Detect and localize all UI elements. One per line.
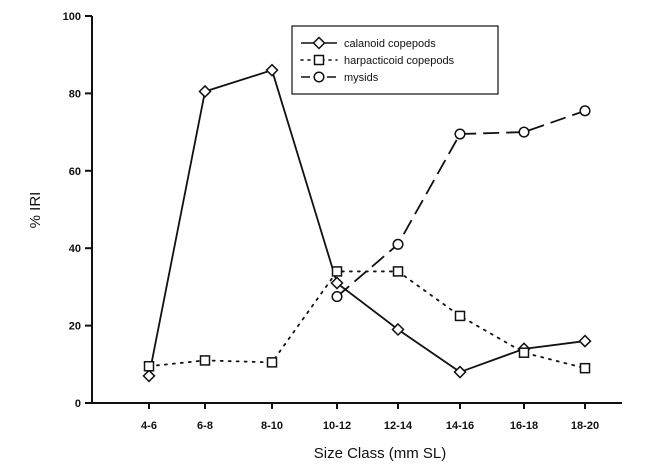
x-tick-label: 4-6 xyxy=(141,420,157,432)
data-point-circle xyxy=(331,291,343,303)
legend-label: harpacticoid copepods xyxy=(344,55,455,67)
legend-marker-circle xyxy=(313,71,325,83)
y-tick-label: 20 xyxy=(69,321,81,333)
legend-marker-square xyxy=(313,54,325,66)
y-tick-label: 60 xyxy=(69,166,81,178)
legend-label: calanoid copepods xyxy=(344,38,436,50)
series-line-1 xyxy=(148,69,586,377)
y-ticks: 0 20 40 60 80 100 xyxy=(63,11,92,410)
x-tick-label: 8-10 xyxy=(261,420,283,432)
y-axis-title: % IRI xyxy=(27,192,44,229)
x-tick-label: 6-8 xyxy=(197,420,213,432)
legend-label: mysids xyxy=(344,72,379,84)
data-point-square xyxy=(392,266,404,277)
data-point-circle xyxy=(518,126,530,138)
data-point-square xyxy=(518,347,530,358)
data-point-diamond xyxy=(142,369,156,383)
x-tick-label: 16-18 xyxy=(510,420,538,432)
data-point-square xyxy=(331,266,343,277)
data-point-circle xyxy=(579,105,591,117)
data-point-square xyxy=(199,355,211,366)
series-layer xyxy=(142,63,592,383)
data-point-circle xyxy=(392,238,404,250)
y-tick-label: 80 xyxy=(69,88,81,100)
x-tick-label: 14-16 xyxy=(446,420,474,432)
x-ticks: 4-6 6-8 8-10 10-12 12-14 14-16 16-18 18-20 xyxy=(141,403,599,432)
data-point-diamond xyxy=(198,84,212,99)
y-tick-label: 100 xyxy=(63,11,81,23)
y-tick-label: 40 xyxy=(69,243,81,255)
y-tick-label: 0 xyxy=(75,398,81,410)
legend: calanoid copepods harpacticoid copepods my… xyxy=(291,25,499,95)
data-point-square xyxy=(143,360,155,372)
data-point-square xyxy=(579,362,591,374)
data-point-diamond xyxy=(453,365,467,379)
axes xyxy=(91,16,622,404)
series-line-3 xyxy=(336,109,586,298)
series-line-2 xyxy=(148,270,586,370)
x-tick-label: 18-20 xyxy=(571,420,599,432)
legend-marker-diamond xyxy=(312,36,326,50)
x-axis-title: Size Class (mm SL) xyxy=(314,445,447,462)
x-tick-label: 12-14 xyxy=(384,420,413,432)
data-point-diamond xyxy=(265,63,279,77)
legend-box xyxy=(291,25,499,95)
data-point-diamond xyxy=(391,322,405,337)
data-point-circle xyxy=(454,128,466,140)
data-point-square xyxy=(454,310,466,322)
data-point-diamond xyxy=(330,276,344,290)
data-point-diamond xyxy=(578,334,592,348)
x-tick-label: 10-12 xyxy=(323,420,351,432)
data-point-square xyxy=(266,357,278,368)
